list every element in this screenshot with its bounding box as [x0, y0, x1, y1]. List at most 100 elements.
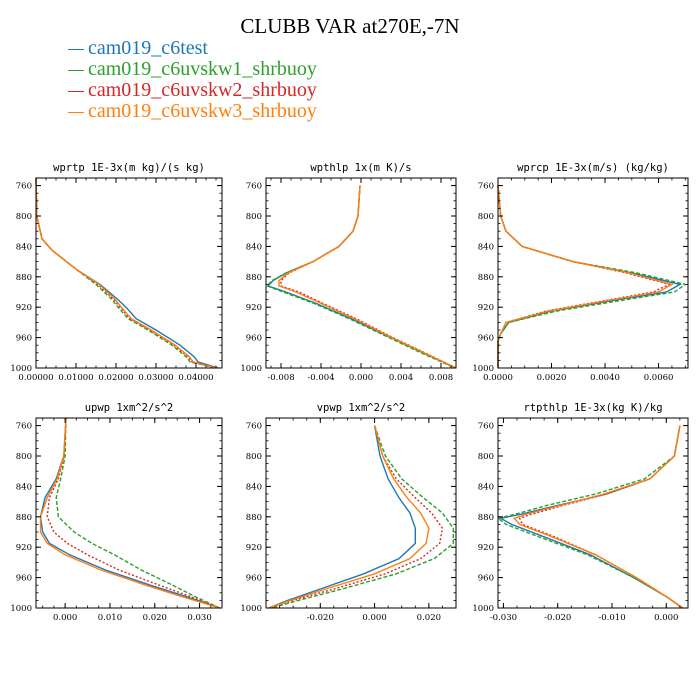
- series-line: [268, 425, 416, 609]
- series-line: [39, 417, 221, 609]
- legend-swatch: [68, 69, 84, 71]
- legend-label: cam019_c6test: [88, 37, 208, 59]
- plot-frame: [265, 177, 457, 369]
- x-tick-label: 0.030: [187, 613, 211, 623]
- y-tick-label: 840: [246, 242, 262, 252]
- x-tick-label: 0.0020: [537, 373, 567, 383]
- x-tick-label: 0.000: [53, 613, 77, 623]
- y-tick-label: 920: [246, 543, 262, 553]
- panel-title: vpwp 1xm^2/s^2: [317, 402, 406, 414]
- y-tick-label: 1000: [10, 604, 32, 614]
- y-tick-label: 880: [478, 513, 494, 523]
- y-tick-label: 1000: [472, 604, 494, 614]
- series-line: [35, 177, 219, 369]
- panel-title: rtpthlp 1E-3x(kg K)/kg: [523, 402, 662, 414]
- x-tick-label: 0.04000: [178, 373, 213, 383]
- x-tick-label: 0.0040: [590, 373, 620, 383]
- x-tick-label: -0.020: [544, 613, 571, 623]
- y-tick-label: 800: [246, 212, 262, 222]
- series-line: [518, 425, 684, 609]
- x-tick-label: 0.00000: [18, 373, 53, 383]
- y-tick-label: 1000: [240, 364, 262, 374]
- y-tick-label: 760: [478, 182, 494, 192]
- x-tick-label: 0.004: [389, 373, 413, 383]
- x-tick-label: 0.03000: [138, 373, 173, 383]
- series-line: [35, 177, 217, 369]
- y-tick-label: 960: [478, 574, 494, 584]
- x-tick-label: 0.0000: [483, 373, 513, 383]
- x-tick-label: 0.020: [143, 613, 167, 623]
- y-tick-label: 920: [478, 543, 494, 553]
- legend-label: cam019_c6uvskw1_shrbuoy: [88, 58, 317, 80]
- series-line: [271, 425, 454, 609]
- series-line: [498, 425, 684, 609]
- y-tick-label: 800: [16, 452, 32, 462]
- y-tick-label: 760: [246, 182, 262, 192]
- y-tick-label: 800: [16, 212, 32, 222]
- panel-title: wpthlp 1x(m K)/s: [310, 162, 411, 174]
- y-tick-label: 1000: [472, 364, 494, 374]
- legend-item: cam019_c6uvskw3_shrbuoy: [68, 101, 317, 122]
- y-tick-label: 960: [478, 334, 494, 344]
- y-tick-label: 800: [246, 452, 262, 462]
- y-tick-label: 760: [16, 422, 32, 432]
- series-line: [35, 177, 217, 369]
- panel-title: wprtp 1E-3x(m kg)/(s kg): [53, 162, 205, 174]
- x-tick-label: -0.030: [490, 613, 517, 623]
- legend: cam019_c6test cam019_c6uvskw1_shrbuoy ca…: [68, 38, 317, 122]
- series-line: [268, 425, 444, 609]
- legend-swatch: [68, 90, 84, 92]
- legend-item: cam019_c6uvskw2_shrbuoy: [68, 80, 317, 101]
- series-line: [497, 185, 674, 368]
- y-tick-label: 1000: [10, 364, 32, 374]
- series-line: [497, 185, 672, 368]
- x-tick-label: 0.010: [98, 613, 122, 623]
- chart-title: CLUBB VAR at270E,-7N: [240, 14, 460, 38]
- x-tick-label: -0.004: [307, 373, 334, 383]
- legend-item: cam019_c6test: [68, 38, 317, 59]
- panel-title: wprcp 1E-3x(m/s) (kg/kg): [517, 162, 669, 174]
- y-tick-label: 840: [16, 242, 32, 252]
- plot-frame: [35, 417, 223, 609]
- series-line: [268, 425, 430, 609]
- y-tick-label: 840: [16, 482, 32, 492]
- x-tick-label: -0.010: [598, 613, 625, 623]
- y-tick-label: 920: [16, 543, 32, 553]
- series-line: [39, 417, 221, 609]
- series-line: [497, 185, 687, 368]
- series-line: [35, 177, 217, 369]
- y-tick-label: 1000: [240, 604, 262, 614]
- y-tick-label: 840: [246, 482, 262, 492]
- x-tick-label: -0.008: [267, 373, 294, 383]
- y-tick-label: 920: [16, 303, 32, 313]
- y-tick-label: 960: [246, 574, 262, 584]
- y-tick-label: 800: [478, 212, 494, 222]
- y-tick-label: 880: [16, 273, 32, 283]
- series-line: [497, 185, 682, 368]
- x-tick-label: 0.02000: [98, 373, 133, 383]
- x-tick-label: 0.000: [362, 613, 386, 623]
- x-tick-label: 0.000: [654, 613, 678, 623]
- plot-frame: [497, 417, 689, 609]
- y-tick-label: 880: [478, 273, 494, 283]
- y-tick-label: 880: [246, 513, 262, 523]
- y-tick-label: 960: [16, 574, 32, 584]
- series-line: [46, 417, 221, 609]
- series-line: [496, 425, 684, 609]
- y-tick-label: 960: [16, 334, 32, 344]
- series-line: [278, 185, 457, 369]
- legend-label: cam019_c6uvskw3_shrbuoy: [88, 100, 317, 122]
- y-tick-label: 960: [246, 334, 262, 344]
- x-tick-label: 0.01000: [58, 373, 93, 383]
- y-tick-label: 920: [478, 303, 494, 313]
- series-line: [266, 185, 457, 369]
- y-tick-label: 760: [16, 182, 32, 192]
- series-line: [513, 425, 684, 609]
- x-tick-label: 0.008: [429, 373, 453, 383]
- y-tick-label: 760: [246, 422, 262, 432]
- series-line: [55, 417, 221, 609]
- y-tick-label: 840: [478, 242, 494, 252]
- x-tick-label: 0.0060: [644, 373, 674, 383]
- legend-label: cam019_c6uvskw2_shrbuoy: [88, 79, 317, 101]
